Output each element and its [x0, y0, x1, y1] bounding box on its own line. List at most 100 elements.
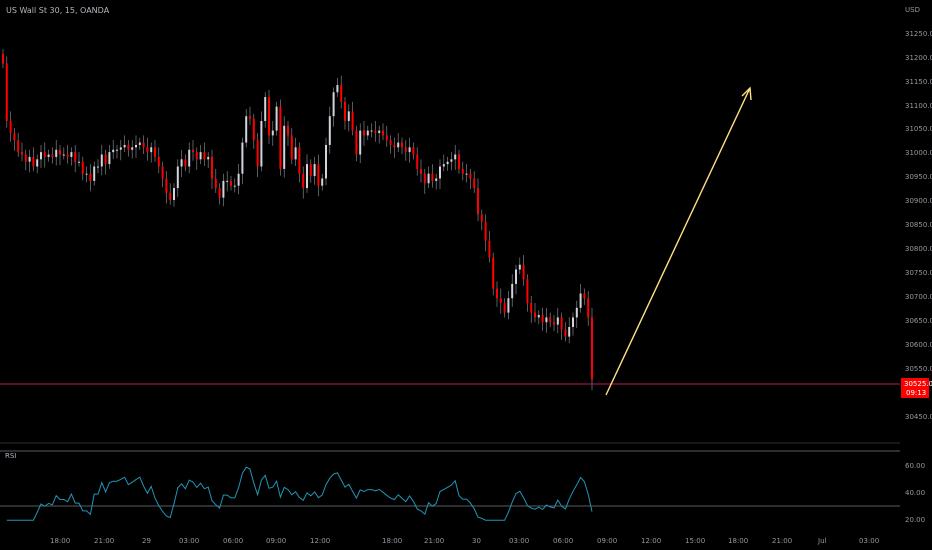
- candle-body: [135, 144, 137, 148]
- candle-body: [17, 140, 20, 153]
- candle-body: [480, 214, 483, 222]
- time-label: 03:00: [859, 537, 879, 545]
- candle-body: [408, 147, 411, 153]
- candle-body: [81, 161, 84, 174]
- rsi-panel[interactable]: RSI 60.00 40.00 20.00: [0, 450, 925, 524]
- time-label: 03:00: [179, 537, 199, 545]
- candle-body: [230, 180, 232, 186]
- price-badge-bg: [901, 378, 929, 398]
- candlestick-series: [2, 49, 593, 391]
- candle-body: [397, 142, 400, 148]
- candle-body: [545, 317, 548, 323]
- price-tick: 30950.0: [905, 173, 932, 181]
- candle-body: [309, 164, 312, 177]
- candle-body: [477, 188, 479, 215]
- candle-body: [112, 149, 115, 153]
- candle-body: [157, 156, 160, 167]
- candle-body: [366, 130, 369, 136]
- candle-body: [207, 156, 210, 160]
- candle-body: [351, 111, 354, 131]
- candle-body: [74, 152, 77, 162]
- candle-body: [518, 264, 521, 270]
- candle-body: [294, 147, 297, 160]
- price-tick: 30800.0: [905, 245, 932, 253]
- time-label: 21:00: [424, 537, 444, 545]
- candle-body: [526, 279, 529, 304]
- candle-body: [188, 149, 191, 167]
- candle-body: [13, 132, 16, 141]
- candle-body: [553, 322, 555, 325]
- candle-body: [579, 293, 582, 308]
- candle-body: [146, 147, 149, 153]
- candle-body: [252, 118, 255, 141]
- candle-body: [93, 166, 96, 181]
- candle-body: [218, 188, 221, 198]
- candle-body: [587, 298, 590, 318]
- time-label: 21:00: [94, 537, 114, 545]
- candle-body: [195, 152, 198, 160]
- time-axis[interactable]: 18:00 21:00 29 03:00 06:00 09:00 12:00 1…: [50, 537, 879, 545]
- time-label: 06:00: [553, 537, 573, 545]
- candle-body: [199, 152, 202, 160]
- candle-body: [363, 130, 365, 136]
- candle-body: [401, 142, 403, 148]
- candle-body: [85, 173, 88, 175]
- candle-body: [446, 161, 449, 165]
- candle-body: [5, 63, 8, 121]
- candle-body: [469, 173, 472, 179]
- symbol-title: US Wall St 30, 15, OANDA: [6, 6, 110, 15]
- candle-body: [583, 293, 586, 299]
- candle-body: [47, 154, 50, 157]
- rsi-label: RSI: [5, 452, 16, 460]
- candle-body: [564, 329, 567, 337]
- candle-body: [241, 142, 244, 174]
- rsi-line: [6, 466, 593, 521]
- candle-body: [36, 159, 39, 167]
- candle-body: [226, 180, 229, 182]
- candle-body: [454, 154, 457, 160]
- candle-body: [176, 166, 179, 189]
- candle-body: [560, 317, 563, 330]
- candle-body: [222, 180, 225, 198]
- candle-body: [575, 307, 578, 318]
- time-label: 15:00: [685, 537, 705, 545]
- candle-body: [431, 173, 434, 181]
- price-badge-countdown: 09:13: [906, 389, 926, 397]
- candle-body: [344, 101, 346, 121]
- candle-body: [66, 154, 69, 157]
- price-tick: 30550.0: [905, 365, 932, 373]
- candle-body: [328, 116, 331, 145]
- time-label: 29: [142, 537, 151, 545]
- rsi-tick: 40.00: [905, 489, 925, 497]
- candle-body: [119, 147, 122, 150]
- candle-body: [70, 152, 73, 157]
- candle-body: [306, 164, 308, 189]
- candle-body: [541, 315, 544, 323]
- time-label: 06:00: [223, 537, 243, 545]
- candle-body: [556, 317, 559, 325]
- candle-body: [298, 147, 301, 174]
- price-tick: 31050.0: [905, 125, 932, 133]
- candle-body: [549, 317, 552, 323]
- time-label: 18:00: [382, 537, 402, 545]
- candle-body: [568, 327, 571, 337]
- candle-body: [279, 106, 282, 169]
- projection-arrow[interactable]: [605, 86, 752, 396]
- candle-body: [116, 149, 118, 151]
- price-tick: 31000.0: [905, 149, 932, 157]
- candle-body: [245, 116, 248, 143]
- candle-body: [427, 173, 430, 184]
- candle-body: [28, 156, 31, 162]
- price-tick: 30600.0: [905, 341, 932, 349]
- price-axis[interactable]: 31250.0 31200.0 31150.0 31100.0 31050.0 …: [905, 30, 932, 421]
- candle-body: [51, 154, 54, 157]
- price-tick: 30750.0: [905, 269, 932, 277]
- candle-body: [416, 154, 419, 169]
- candle-body: [104, 154, 107, 165]
- time-label: 21:00: [772, 537, 792, 545]
- candle-body: [165, 178, 168, 193]
- price-badge-value: 30525.0: [904, 380, 932, 388]
- candle-body: [184, 159, 187, 167]
